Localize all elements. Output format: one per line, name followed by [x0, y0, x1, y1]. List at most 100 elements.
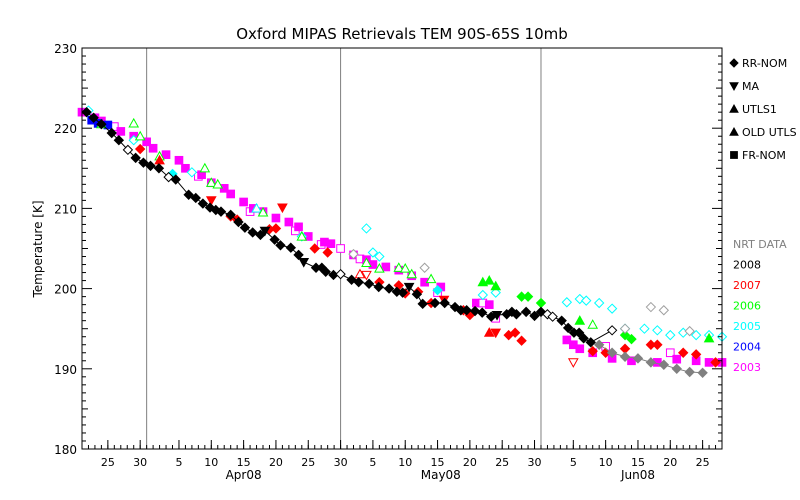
data-point: [226, 189, 236, 199]
data-point: [658, 359, 670, 370]
data-point: [361, 257, 372, 268]
data-point: [411, 289, 423, 300]
data-point: [678, 347, 689, 358]
data-point: [529, 310, 540, 322]
data-point: [322, 247, 333, 258]
year-legend-label: 2008: [733, 259, 761, 272]
data-point: [509, 327, 521, 338]
data-point: [399, 263, 411, 273]
data-point: [247, 227, 258, 238]
data-point: [197, 198, 209, 209]
data-point: [181, 163, 190, 173]
data-point: [284, 217, 294, 227]
data-point: [439, 297, 450, 309]
data-point: [619, 351, 631, 362]
data-point: [417, 298, 428, 310]
legend-marker-icon: [729, 103, 739, 113]
data-point: [573, 327, 585, 338]
x-tick-label: 20: [463, 456, 477, 469]
y-tick-label: 220: [54, 122, 77, 136]
data-point: [671, 363, 682, 375]
data-point: [186, 167, 198, 178]
data-point: [483, 275, 495, 285]
data-point: [130, 152, 141, 164]
series-nrt-data: [593, 339, 708, 379]
data-point: [373, 281, 384, 293]
data-point: [239, 197, 248, 207]
data-point: [96, 118, 107, 130]
data-point: [626, 333, 637, 345]
legend-label: FR-NOM: [742, 149, 786, 162]
data-point: [374, 251, 385, 262]
legend-marker-icon: [730, 151, 738, 159]
data-point: [490, 328, 502, 339]
series-2008: [81, 106, 618, 348]
legend-label: MA: [742, 80, 759, 93]
data-point: [645, 357, 657, 368]
data-point: [593, 297, 605, 309]
data-point: [652, 325, 663, 336]
data-point: [587, 345, 598, 357]
data-point: [672, 354, 682, 364]
data-point: [425, 273, 437, 284]
data-point: [348, 248, 359, 260]
data-point: [432, 284, 443, 296]
data-point: [134, 130, 146, 141]
month-label: Jun08: [620, 468, 655, 482]
y-tick-label: 180: [54, 443, 77, 457]
x-tick-label: 25: [495, 456, 509, 469]
x-tick-label: 25: [101, 456, 115, 469]
y-axis-label: Temperature [K]: [31, 200, 45, 298]
data-point: [393, 262, 405, 272]
data-point: [520, 306, 532, 318]
data-point: [578, 333, 589, 344]
data-point: [593, 339, 605, 350]
data-point: [353, 276, 364, 288]
data-point: [690, 329, 702, 341]
legend-label: OLD UTLS: [742, 126, 797, 139]
data-point: [639, 323, 650, 334]
month-label: May08: [421, 468, 461, 482]
data-point: [490, 280, 502, 291]
data-point: [269, 234, 280, 245]
data-point: [652, 339, 663, 350]
y-tick-label: 210: [54, 202, 77, 216]
data-point: [183, 189, 194, 200]
plot-frame: [81, 47, 723, 450]
data-point: [257, 206, 269, 217]
legend-label: UTLS1: [742, 103, 777, 116]
data-point: [381, 262, 391, 272]
data-point: [277, 203, 288, 214]
data-point: [174, 155, 184, 165]
data-point: [645, 301, 657, 313]
data-point: [138, 157, 149, 168]
data-point: [658, 305, 670, 316]
data-point: [469, 305, 481, 317]
legend-label: RR-NOM: [742, 57, 787, 70]
year-legend-label: 2004: [733, 341, 761, 354]
data-point: [397, 287, 408, 298]
data-point: [665, 348, 675, 358]
data-point: [476, 307, 488, 318]
data-point: [259, 226, 271, 237]
data-point: [619, 329, 631, 341]
data-point: [239, 222, 251, 233]
data-point: [233, 216, 244, 228]
data-point: [134, 143, 146, 155]
data-point: [684, 366, 695, 378]
data-point: [251, 202, 262, 213]
data-point: [429, 297, 441, 309]
x-tick-label: 5: [369, 456, 376, 469]
data-point: [606, 303, 618, 314]
data-point: [606, 325, 618, 336]
data-point: [619, 323, 631, 334]
data-point: [106, 127, 117, 139]
data-point: [225, 209, 236, 221]
data-point: [511, 309, 522, 320]
data-point: [406, 268, 418, 279]
data-point: [367, 247, 379, 258]
series-2005: [83, 105, 728, 342]
x-tick-label: 5: [570, 456, 577, 469]
axes: 180 190 200 210 220 230 25 30 5 10 15 20 25 30 5 10 15 20…: [54, 42, 723, 482]
